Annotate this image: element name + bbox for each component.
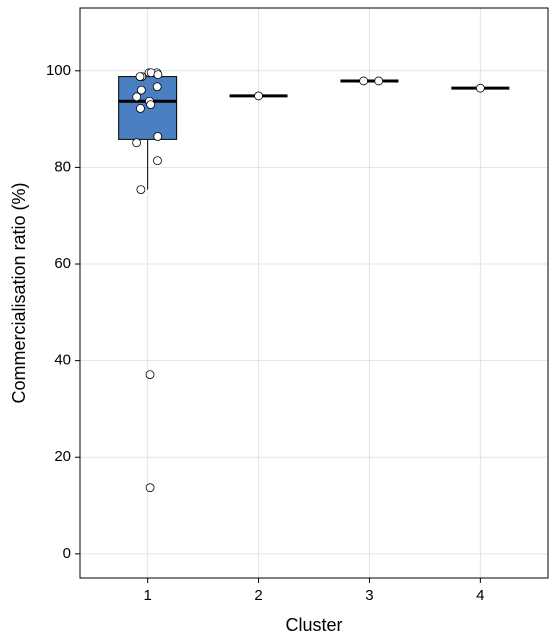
point — [254, 91, 263, 101]
point — [145, 370, 155, 380]
point — [152, 82, 162, 92]
x-tick-label: 1 — [143, 587, 151, 604]
x-tick-label: 4 — [476, 587, 484, 604]
point — [475, 83, 485, 93]
point — [135, 72, 145, 81]
y-tick-label: 100 — [46, 62, 71, 79]
x-axis-title: Cluster — [285, 615, 342, 635]
x-tick-label: 2 — [254, 587, 262, 604]
y-tick-label: 60 — [54, 255, 71, 272]
y-tick-label: 0 — [63, 545, 71, 562]
y-tick-label: 20 — [54, 448, 71, 465]
plot-frame — [79, 7, 549, 579]
point — [359, 76, 369, 86]
point — [132, 92, 142, 102]
point — [153, 156, 162, 166]
point — [136, 185, 146, 195]
box — [118, 76, 178, 140]
y-tick-label: 80 — [54, 158, 71, 175]
point — [153, 132, 163, 141]
point — [153, 70, 163, 80]
point — [136, 85, 146, 95]
point — [374, 76, 384, 86]
point — [132, 138, 142, 148]
x-tick-label: 3 — [365, 587, 373, 604]
point — [146, 100, 156, 110]
y-tick-label: 40 — [54, 352, 71, 369]
y-axis-title: Commercialisation ratio (%) — [9, 182, 29, 403]
point — [145, 483, 155, 493]
point — [136, 104, 145, 113]
